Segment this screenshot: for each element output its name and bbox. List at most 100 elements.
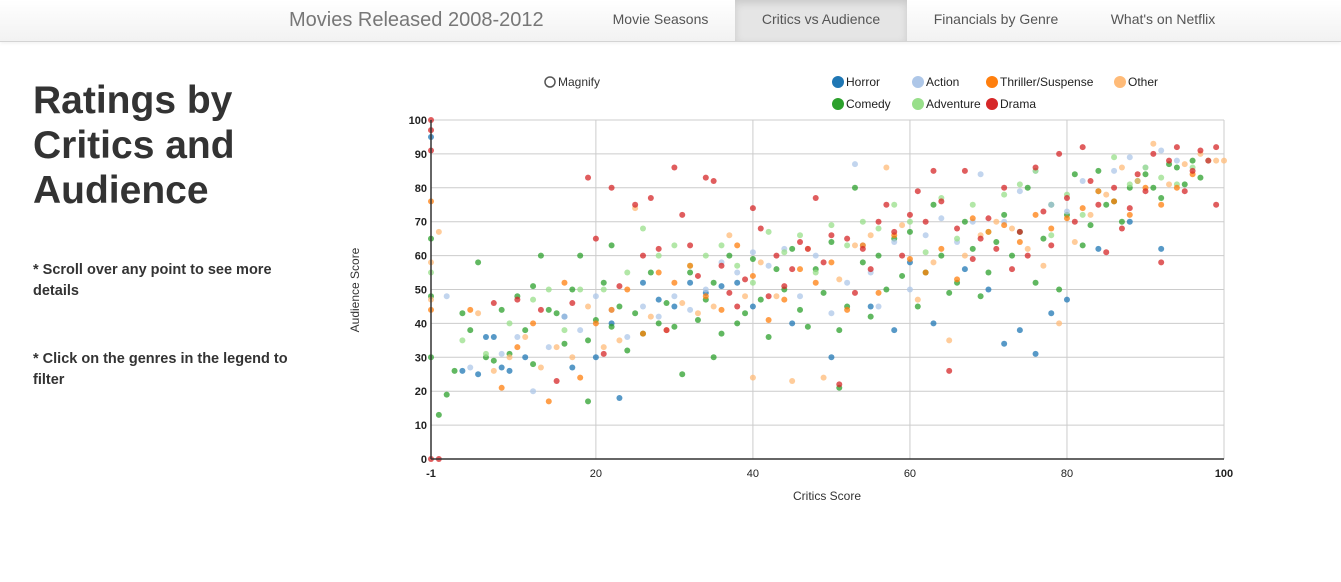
point-other[interactable] [1024, 245, 1031, 252]
point-drama[interactable] [702, 174, 709, 181]
point-drama[interactable] [1197, 147, 1204, 154]
point-comedy[interactable] [561, 340, 568, 347]
tab-critics-vs-audience[interactable]: Critics vs Audience [735, 0, 907, 41]
magnify-radio-icon[interactable] [544, 76, 556, 88]
point-drama[interactable] [1166, 157, 1173, 164]
point-other[interactable] [899, 222, 906, 229]
point-drama[interactable] [1024, 252, 1031, 259]
point-comedy[interactable] [1095, 167, 1102, 174]
point-comedy[interactable] [1197, 174, 1204, 181]
point-drama[interactable] [687, 242, 694, 249]
point-horror[interactable] [639, 279, 646, 286]
point-comedy[interactable] [804, 323, 811, 330]
point-comedy[interactable] [1189, 157, 1196, 164]
point-horror[interactable] [734, 279, 741, 286]
point-drama[interactable] [954, 225, 961, 232]
point-action[interactable] [828, 310, 835, 317]
point-action[interactable] [1173, 157, 1180, 164]
point-thriller-suspense[interactable] [969, 215, 976, 222]
point-action[interactable] [922, 232, 929, 239]
point-comedy[interactable] [694, 317, 701, 324]
point-drama[interactable] [585, 174, 592, 181]
point-adventure[interactable] [600, 286, 607, 293]
point-horror[interactable] [867, 303, 874, 310]
point-other[interactable] [506, 354, 513, 361]
point-drama[interactable] [812, 194, 819, 201]
legend-item-adventure[interactable]: Adventure [912, 97, 981, 111]
point-other[interactable] [553, 344, 560, 351]
point-horror[interactable] [475, 371, 482, 378]
point-other[interactable] [773, 293, 780, 300]
point-drama[interactable] [718, 262, 725, 269]
point-drama[interactable] [632, 201, 639, 208]
point-drama[interactable] [969, 255, 976, 262]
point-other[interactable] [1134, 178, 1141, 185]
point-comedy[interactable] [749, 255, 756, 262]
point-adventure[interactable] [1126, 181, 1133, 188]
point-action[interactable] [734, 269, 741, 276]
point-drama[interactable] [1205, 157, 1212, 164]
point-action[interactable] [938, 215, 945, 222]
point-drama[interactable] [616, 283, 623, 290]
point-drama[interactable] [1189, 167, 1196, 174]
point-drama[interactable] [1181, 188, 1188, 195]
point-comedy[interactable] [938, 252, 945, 259]
point-action[interactable] [702, 286, 709, 293]
point-adventure[interactable] [954, 235, 961, 242]
point-adventure[interactable] [1048, 232, 1055, 239]
point-comedy[interactable] [899, 272, 906, 279]
point-action[interactable] [671, 293, 678, 300]
point-comedy[interactable] [490, 357, 497, 364]
point-other[interactable] [569, 354, 576, 361]
point-action[interactable] [812, 252, 819, 259]
point-other[interactable] [851, 242, 858, 249]
point-drama[interactable] [828, 232, 835, 239]
point-comedy[interactable] [1079, 242, 1086, 249]
point-horror[interactable] [789, 320, 796, 327]
point-comedy[interactable] [608, 242, 615, 249]
point-adventure[interactable] [906, 218, 913, 225]
point-comedy[interactable] [1158, 194, 1165, 201]
point-comedy[interactable] [600, 279, 607, 286]
point-horror[interactable] [506, 367, 513, 374]
point-action[interactable] [1048, 201, 1055, 208]
point-action[interactable] [1063, 208, 1070, 215]
point-comedy[interactable] [710, 279, 717, 286]
point-other[interactable] [522, 333, 529, 340]
point-adventure[interactable] [639, 225, 646, 232]
tab-movie-seasons[interactable]: Movie Seasons [612, 11, 709, 27]
point-drama[interactable] [765, 293, 772, 300]
point-drama[interactable] [647, 194, 654, 201]
point-horror[interactable] [1016, 327, 1023, 334]
point-comedy[interactable] [679, 371, 686, 378]
point-action[interactable] [749, 249, 756, 256]
point-thriller-suspense[interactable] [498, 384, 505, 391]
point-drama[interactable] [514, 296, 521, 303]
point-thriller-suspense[interactable] [906, 255, 913, 262]
point-adventure[interactable] [624, 269, 631, 276]
point-comedy[interactable] [1024, 184, 1031, 191]
point-action[interactable] [1126, 154, 1133, 161]
point-other[interactable] [993, 218, 1000, 225]
point-thriller-suspense[interactable] [545, 398, 552, 405]
point-horror[interactable] [522, 354, 529, 361]
point-drama[interactable] [1213, 144, 1220, 151]
point-other[interactable] [726, 232, 733, 239]
point-drama[interactable] [930, 167, 937, 174]
point-comedy[interactable] [530, 361, 537, 368]
point-comedy[interactable] [545, 306, 552, 313]
point-horror[interactable] [1095, 245, 1102, 252]
point-thriller-suspense[interactable] [639, 330, 646, 337]
legend-item-drama[interactable]: Drama [986, 97, 1036, 111]
point-thriller-suspense[interactable] [702, 293, 709, 300]
brand-title[interactable]: Movies Released 2008-2012 [289, 9, 544, 31]
point-drama[interactable] [726, 289, 733, 296]
point-thriller-suspense[interactable] [734, 242, 741, 249]
point-drama[interactable] [694, 272, 701, 279]
point-drama[interactable] [757, 225, 764, 232]
point-comedy[interactable] [765, 333, 772, 340]
point-drama[interactable] [663, 327, 670, 334]
point-comedy[interactable] [1001, 211, 1008, 218]
point-thriller-suspense[interactable] [765, 317, 772, 324]
point-drama[interactable] [789, 266, 796, 273]
